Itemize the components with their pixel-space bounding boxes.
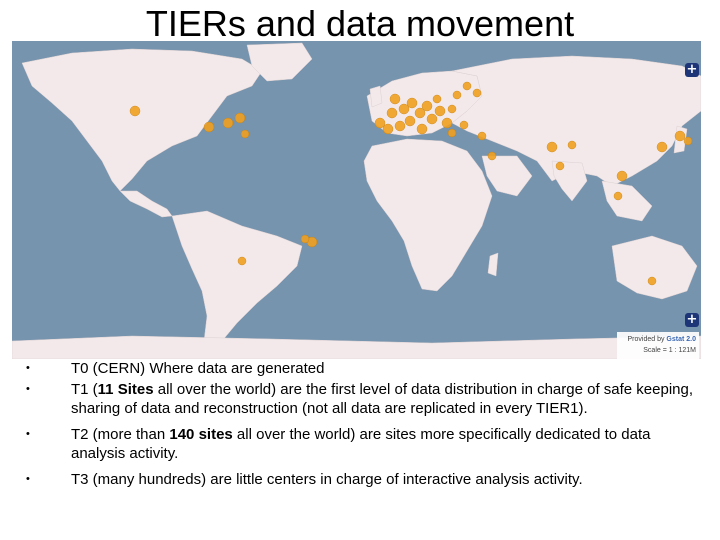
land-masses [12, 42, 701, 359]
bullet-dot: • [26, 362, 30, 374]
slide-title: TIERs and data movement [145, 3, 575, 44]
bullet-t1-rest: all over the world) are the first level … [71, 381, 694, 417]
arabia [481, 155, 533, 197]
world-map[interactable]: + + Provided by Gstat 2.0 Scale = 1 : 12… [12, 41, 701, 359]
africa [363, 138, 493, 292]
bullet-t3: • T3 (many hundreds) are little centers … [26, 470, 706, 489]
australia [611, 235, 698, 300]
bullet-t2-rest: all over the world) are sites more speci… [71, 426, 651, 462]
bullet-t1: • T1 (11 Sites all over the world) are t… [26, 380, 706, 418]
bullet-t1-bold: 11 Sites [97, 381, 154, 398]
south-america [171, 210, 303, 354]
bullet-t2-text: T2 (more than [71, 426, 170, 443]
credit-prefix: Provided by [627, 336, 667, 343]
bullet-t2: • T2 (more than 140 sites all over the w… [26, 425, 706, 463]
bullet-t3-text: T3 (many hundreds) are little centers in… [71, 471, 583, 488]
uk [369, 85, 383, 108]
southeast-asia [601, 180, 653, 222]
tier-bullet-list: • T0 (CERN) Where data are generated • T… [26, 359, 706, 491]
bullet-dot: • [26, 473, 30, 485]
gstat-link[interactable]: Gstat 2.0 [666, 336, 696, 343]
map-scale: Scale = 1 : 121M [643, 347, 696, 354]
antarctica [12, 335, 701, 359]
bullet-dot: • [26, 383, 30, 395]
bullet-t1-text: T1 ( [71, 381, 98, 398]
bullet-t2-bold: 140 sites [169, 426, 233, 443]
bullet-t0: • T0 (CERN) Where data are generated [26, 359, 706, 378]
greenland [246, 42, 313, 82]
zoom-in-button-lower[interactable]: + [685, 312, 699, 327]
bullet-dot: • [26, 428, 30, 440]
map-credit: Provided by Gstat 2.0 Scale = 1 : 121M [617, 332, 699, 359]
india [551, 160, 588, 202]
site-markers [129, 81, 693, 286]
asia [451, 55, 701, 187]
world-map-canvas [12, 42, 701, 359]
central-america [119, 190, 173, 218]
madagascar [487, 252, 499, 277]
zoom-in-button[interactable]: + [685, 62, 699, 77]
bullet-t0-text: T0 (CERN) Where data are generated [71, 360, 325, 377]
north-america [21, 48, 263, 192]
